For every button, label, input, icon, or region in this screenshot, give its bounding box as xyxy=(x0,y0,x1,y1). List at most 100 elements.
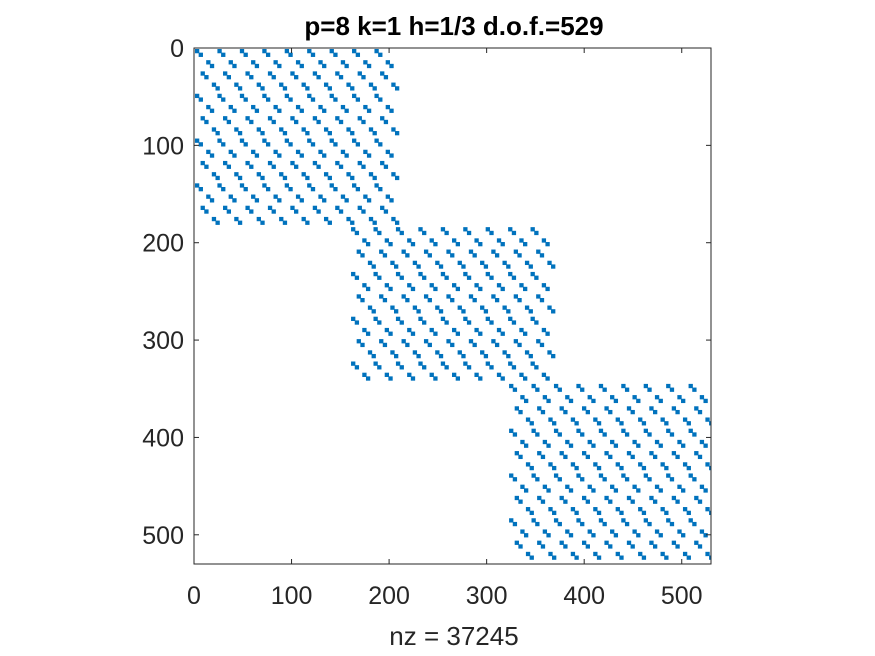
nonzero-mark xyxy=(598,383,604,389)
nonzero-mark xyxy=(519,283,524,288)
nonzero-mark xyxy=(384,238,390,243)
nonzero-mark xyxy=(546,398,551,404)
nonzero-mark xyxy=(500,242,505,247)
nonzero-mark xyxy=(367,305,373,310)
nonzero-mark xyxy=(512,387,518,392)
nonzero-mark xyxy=(574,465,579,471)
nonzero-mark xyxy=(344,153,349,158)
nonzero-mark xyxy=(271,75,276,80)
nonzero-mark xyxy=(664,465,669,471)
nonzero-mark xyxy=(630,544,635,549)
nonzero-mark xyxy=(391,127,396,132)
chart-title: p=8 k=1 h=1/3 d.o.f.=529 xyxy=(304,11,603,41)
nonzero-mark xyxy=(260,175,265,181)
nonzero-mark xyxy=(405,253,410,258)
nonzero-mark xyxy=(709,510,711,516)
nonzero-mark xyxy=(310,52,316,57)
nonzero-mark xyxy=(389,198,394,203)
nonzero-mark xyxy=(299,198,304,203)
nonzero-mark xyxy=(576,383,581,389)
nonzero-mark xyxy=(608,409,613,415)
nonzero-mark xyxy=(535,387,540,392)
nonzero-mark xyxy=(502,260,507,266)
nonzero-mark xyxy=(366,198,372,203)
nonzero-mark xyxy=(365,286,371,292)
nonzero-mark xyxy=(547,260,552,266)
nonzero-mark xyxy=(669,387,675,392)
nonzero-mark xyxy=(394,220,400,225)
nonzero-mark xyxy=(553,473,559,478)
nonzero-mark xyxy=(282,220,288,225)
nonzero-mark xyxy=(380,116,385,121)
nonzero-mark xyxy=(553,428,559,433)
nonzero-mark xyxy=(385,149,390,155)
nonzero-mark xyxy=(433,286,438,292)
nonzero-mark xyxy=(525,507,531,512)
nonzero-mark xyxy=(365,242,371,247)
nonzero-mark xyxy=(389,63,394,69)
nonzero-mark xyxy=(273,194,278,199)
nonzero-mark xyxy=(294,209,299,214)
nonzero-mark xyxy=(463,361,468,366)
nonzero-mark xyxy=(307,93,312,99)
nonzero-mark xyxy=(433,242,438,247)
nonzero-mark xyxy=(480,350,485,355)
nonzero-mark xyxy=(559,495,564,501)
nonzero-mark xyxy=(641,555,647,560)
nonzero-mark xyxy=(277,198,282,203)
nonzero-mark xyxy=(598,518,604,523)
nonzero-mark xyxy=(373,361,378,366)
nonzero-mark xyxy=(450,253,455,258)
nonzero-mark xyxy=(574,555,579,560)
nonzero-mark xyxy=(239,183,245,188)
nonzero-mark xyxy=(446,294,451,299)
nonzero-mark xyxy=(273,104,278,110)
nonzero-mark xyxy=(355,97,361,102)
nonzero-mark xyxy=(709,465,711,471)
nonzero-mark xyxy=(518,454,523,460)
nonzero-mark xyxy=(692,387,697,392)
nonzero-mark xyxy=(568,443,574,448)
nonzero-mark xyxy=(379,249,384,254)
nonzero-mark xyxy=(290,116,295,121)
nonzero-mark xyxy=(626,451,632,456)
nonzero-mark xyxy=(534,320,539,325)
nonzero-mark xyxy=(350,175,355,181)
nonzero-mark xyxy=(391,216,396,222)
nonzero-mark xyxy=(528,264,533,269)
nonzero-mark xyxy=(423,249,429,254)
nonzero-mark xyxy=(468,339,474,344)
nonzero-mark xyxy=(340,60,346,65)
nonzero-mark xyxy=(675,454,680,460)
nonzero-mark xyxy=(249,119,254,125)
nonzero-mark xyxy=(323,216,329,222)
nonzero-mark xyxy=(681,533,686,538)
nonzero-mark xyxy=(438,309,444,314)
nonzero-mark xyxy=(660,462,665,467)
nonzero-mark xyxy=(316,119,321,125)
nonzero-mark xyxy=(323,127,329,132)
nonzero-mark xyxy=(580,477,585,482)
nonzero-mark xyxy=(613,533,619,538)
nonzero-mark xyxy=(383,119,389,125)
nonzero-mark xyxy=(322,63,327,69)
nonzero-mark xyxy=(681,443,686,448)
nonzero-mark xyxy=(598,473,604,478)
nonzero-mark xyxy=(703,398,708,404)
nonzero-mark xyxy=(509,518,514,523)
nonzero-mark xyxy=(405,342,410,348)
nonzero-mark xyxy=(282,175,288,181)
nonzero-mark xyxy=(239,138,245,143)
nonzero-mark xyxy=(581,540,587,545)
nonzero-mark xyxy=(506,353,511,359)
nonzero-mark xyxy=(541,238,547,243)
nonzero-mark xyxy=(232,108,237,113)
nonzero-mark xyxy=(335,71,340,76)
nonzero-mark xyxy=(390,350,395,355)
nonzero-mark xyxy=(686,555,691,560)
nonzero-mark xyxy=(669,521,675,527)
nonzero-mark xyxy=(596,465,602,471)
nonzero-mark xyxy=(474,283,479,288)
nonzero-mark xyxy=(489,275,494,280)
nonzero-mark xyxy=(198,52,203,57)
